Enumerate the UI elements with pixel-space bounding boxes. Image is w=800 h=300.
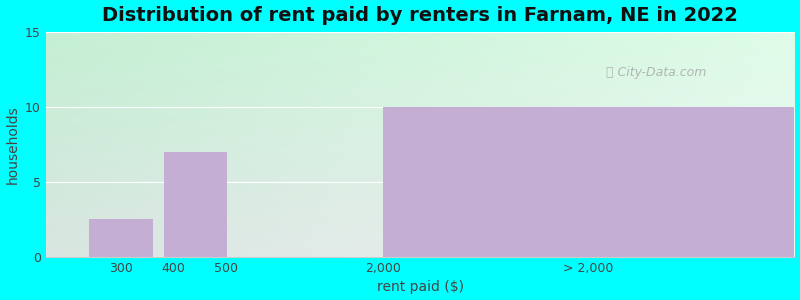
Bar: [382, 107, 794, 257]
Y-axis label: households: households: [6, 105, 19, 184]
Bar: [164, 152, 227, 257]
Title: Distribution of rent paid by renters in Farnam, NE in 2022: Distribution of rent paid by renters in …: [102, 6, 738, 25]
Bar: [89, 220, 153, 257]
X-axis label: rent paid ($): rent paid ($): [377, 280, 464, 294]
Text: ⓘ City-Data.com: ⓘ City-Data.com: [606, 66, 706, 79]
